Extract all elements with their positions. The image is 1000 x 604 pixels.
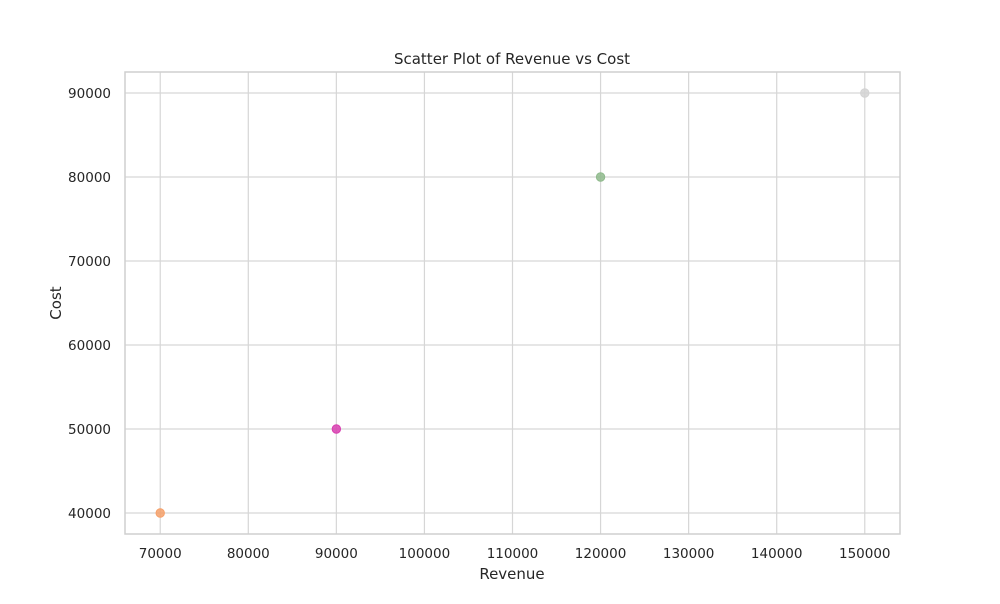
y-tick-label: 60000 xyxy=(68,338,111,354)
x-tick-label: 100000 xyxy=(399,546,451,562)
x-tick-label: 150000 xyxy=(839,546,891,562)
scatter-point xyxy=(155,508,165,518)
x-tick-label: 130000 xyxy=(663,546,715,562)
chart-title: Scatter Plot of Revenue vs Cost xyxy=(394,50,630,68)
y-tick-label: 50000 xyxy=(68,422,111,438)
scatter-point xyxy=(595,172,606,182)
y-axis-label: Cost xyxy=(47,286,65,319)
y-tick-label: 40000 xyxy=(68,506,111,522)
scatter-point xyxy=(860,88,870,98)
x-tick-label: 80000 xyxy=(227,546,270,562)
x-tick-label: 110000 xyxy=(487,546,539,562)
tick-labels: 70000 80000 90000 100000 110000 120000 130000 1… xyxy=(68,86,890,562)
plot-area-frame xyxy=(124,71,901,535)
x-tick-label: 140000 xyxy=(751,546,803,562)
x-tick-label: 120000 xyxy=(575,546,627,562)
y-tick-label: 70000 xyxy=(68,254,111,270)
y-tick-label: 90000 xyxy=(68,86,111,102)
y-tick-label: 80000 xyxy=(68,170,111,186)
data-points xyxy=(155,88,870,518)
x-axis-label: Revenue xyxy=(479,565,544,583)
scatter-point xyxy=(331,424,342,434)
grid-layer xyxy=(125,72,900,534)
x-tick-label: 90000 xyxy=(315,546,358,562)
x-tick-label: 70000 xyxy=(139,546,182,562)
